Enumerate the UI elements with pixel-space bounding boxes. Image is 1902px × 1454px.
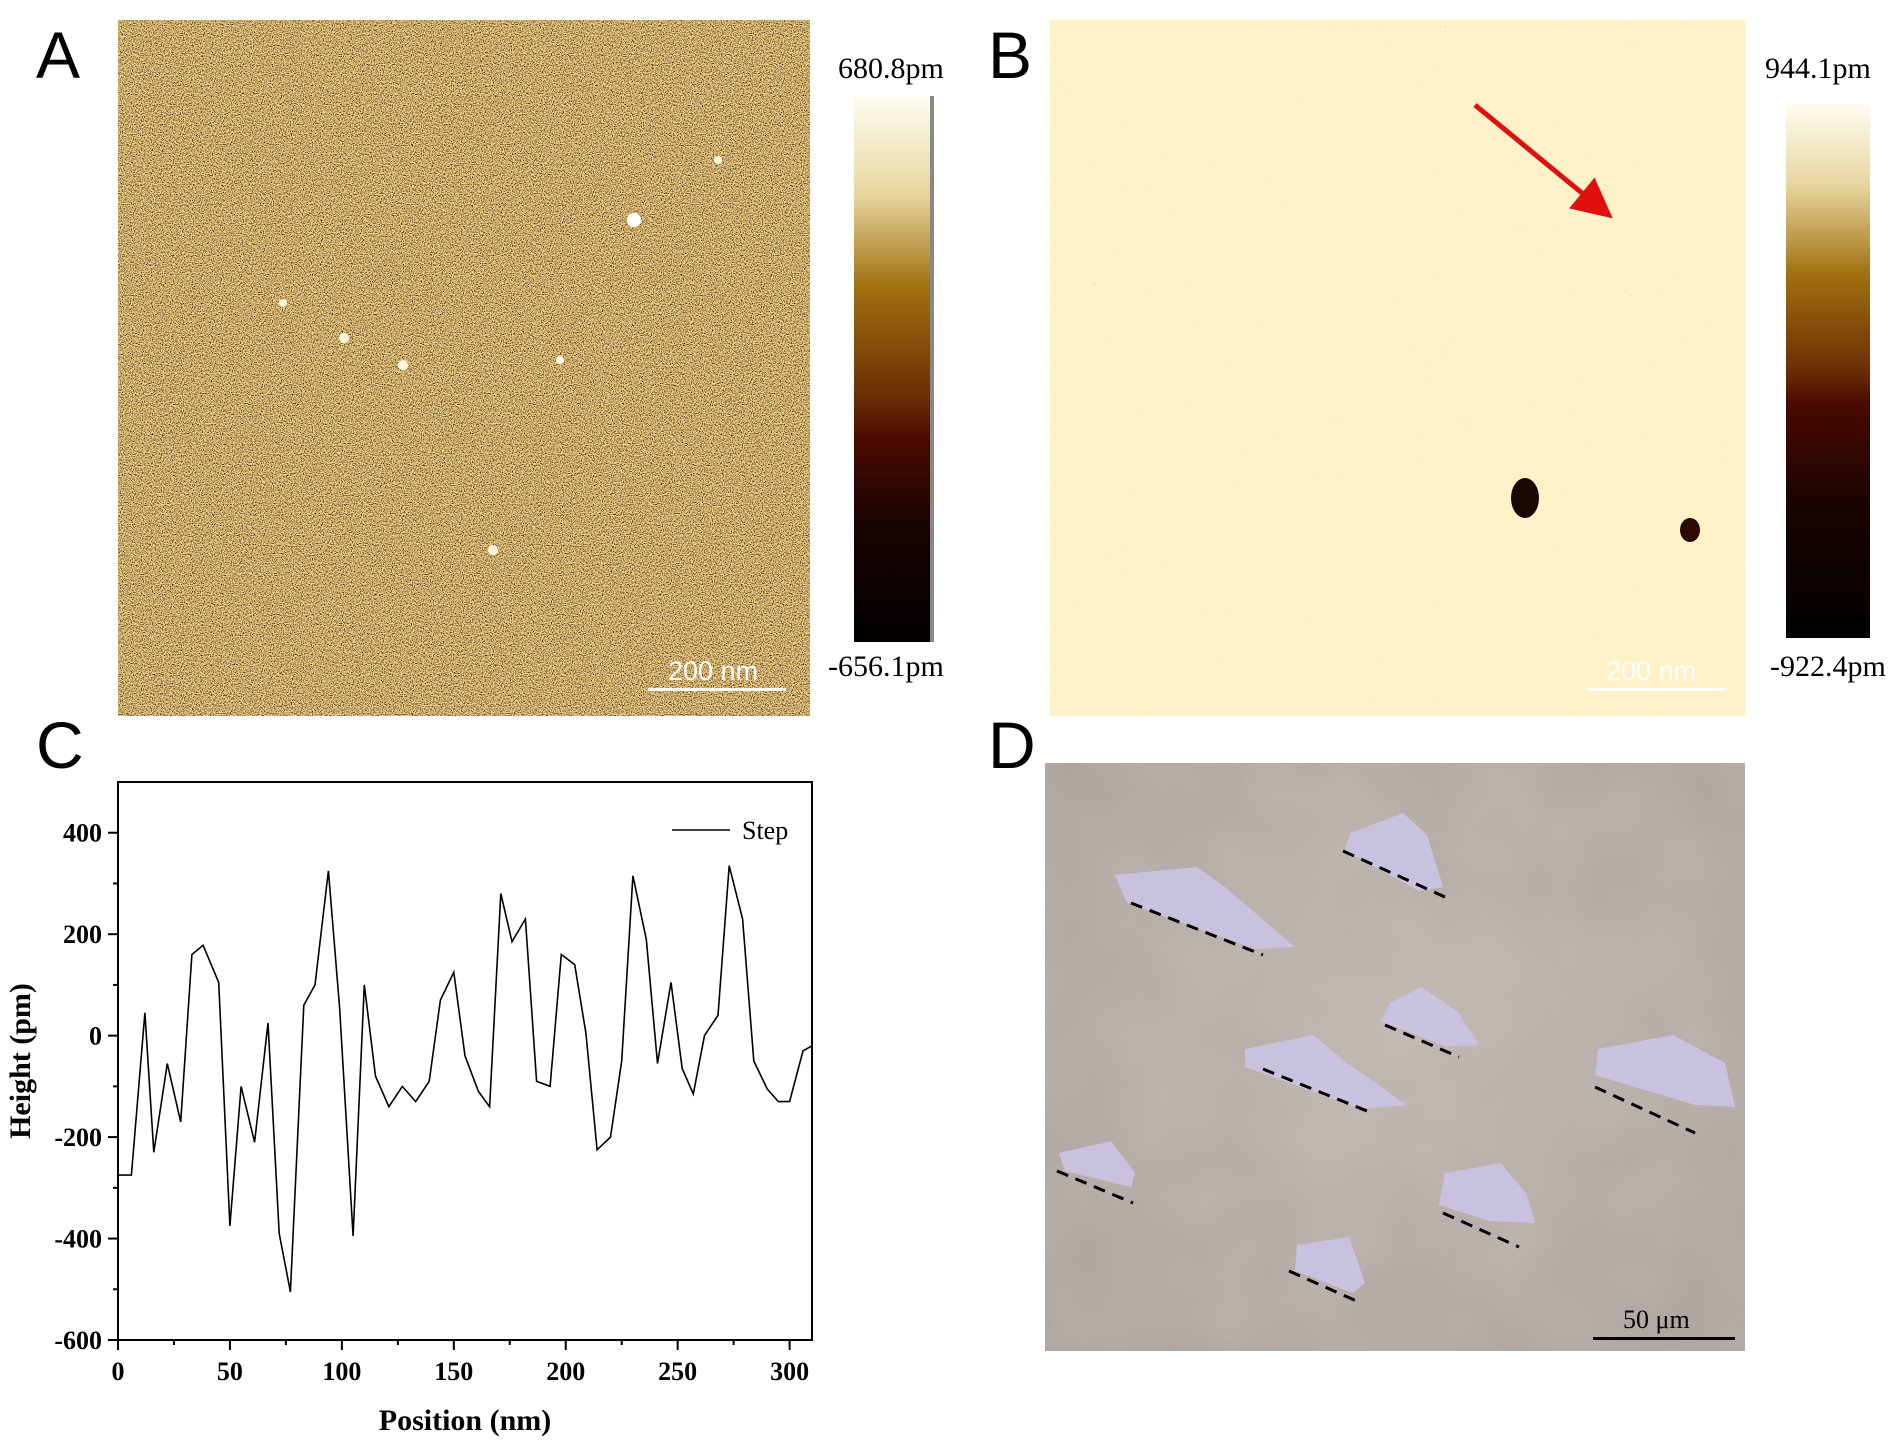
x-axis-title: Position (nm) (379, 1404, 552, 1437)
panel-letter-c: C (36, 708, 84, 782)
y-tick-label: 400 (63, 819, 102, 848)
y-tick-label: -600 (54, 1326, 102, 1355)
series-line-step (118, 865, 813, 1292)
colorbar-min-b: -922.4pm (1770, 650, 1886, 683)
y-tick-label: 0 (89, 1022, 102, 1051)
x-tick-label: 150 (434, 1357, 473, 1386)
x-tick-label: 100 (322, 1357, 361, 1386)
scalebar-d (1593, 1337, 1735, 1340)
x-tick-label: 0 (112, 1357, 125, 1386)
panel-letter-a: A (36, 18, 81, 92)
panel-letter-b: B (988, 18, 1033, 92)
colorbar-min-a: -656.1pm (828, 650, 944, 683)
arrow-indicator-b (1473, 103, 1613, 219)
plot-area: 0 50 100 150 200 250 300 400 200 0 -200 -400 -600 (54, 781, 813, 1386)
scalebar-label-a: 200 nm (668, 656, 759, 686)
y-axis-title: Height (pm) (4, 983, 37, 1139)
legend-label-step: Step (742, 816, 788, 845)
y-tick-label: -400 (54, 1225, 102, 1254)
y-tick-label: -200 (54, 1123, 102, 1152)
scalebar-b (1587, 688, 1725, 691)
colorbar-max-a: 680.8pm (838, 52, 944, 85)
x-tick-label: 50 (217, 1357, 243, 1386)
x-tick-label: 250 (658, 1357, 697, 1386)
colorbar-a (854, 96, 934, 642)
panel-letter-d: D (988, 708, 1036, 782)
y-tick-label: 200 (63, 920, 102, 949)
colorbar-max-b: 944.1pm (1765, 52, 1871, 85)
afm-image-a: 200 nm (118, 20, 810, 716)
x-tick-label: 300 (770, 1357, 809, 1386)
height-profile-chart: 0 50 100 150 200 250 300 400 200 0 -200 -400 -600 Po… (4, 781, 813, 1437)
optical-micrograph-d: 50 μm (1045, 763, 1745, 1351)
plot-frame (117, 781, 813, 1341)
scalebar-label-b: 200 nm (1606, 656, 1697, 686)
afm-image-b: 200 nm (1050, 20, 1745, 716)
x-tick-label: 200 (546, 1357, 585, 1386)
chart-legend: Step (672, 816, 788, 845)
scalebar-a (648, 688, 786, 691)
colorbar-b (1786, 104, 1870, 638)
scalebar-label-d: 50 μm (1623, 1305, 1690, 1334)
